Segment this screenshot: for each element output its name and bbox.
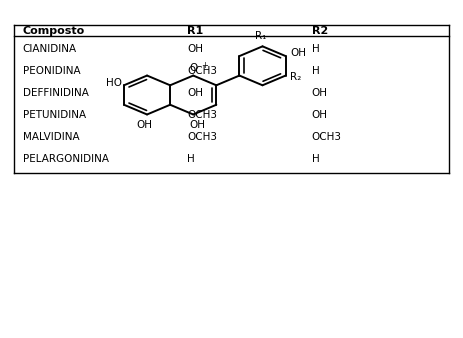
Text: R₂: R₂ bbox=[290, 72, 301, 82]
Text: OCH3: OCH3 bbox=[187, 66, 217, 76]
Text: H: H bbox=[312, 66, 319, 76]
Text: H: H bbox=[187, 154, 195, 164]
Text: CIANIDINA: CIANIDINA bbox=[23, 44, 77, 54]
Text: Composto: Composto bbox=[23, 26, 85, 36]
Text: HO: HO bbox=[106, 78, 122, 88]
Text: OCH3: OCH3 bbox=[187, 110, 217, 120]
Text: H: H bbox=[312, 44, 319, 54]
Text: PELARGONIDINA: PELARGONIDINA bbox=[23, 154, 109, 164]
Text: OH: OH bbox=[190, 120, 206, 130]
Text: R2: R2 bbox=[312, 26, 328, 36]
Text: OH: OH bbox=[137, 120, 153, 130]
Text: OH: OH bbox=[187, 44, 203, 54]
Text: O: O bbox=[189, 63, 197, 73]
Text: PEONIDINA: PEONIDINA bbox=[23, 66, 80, 76]
Text: +: + bbox=[201, 61, 208, 70]
Text: OCH3: OCH3 bbox=[312, 132, 342, 142]
Text: OH: OH bbox=[312, 88, 327, 98]
Text: OCH3: OCH3 bbox=[187, 132, 217, 142]
Text: R1: R1 bbox=[187, 26, 203, 36]
Text: H: H bbox=[312, 154, 319, 164]
Text: PETUNIDINA: PETUNIDINA bbox=[23, 110, 86, 120]
Text: OH: OH bbox=[290, 48, 306, 58]
Text: OH: OH bbox=[187, 88, 203, 98]
Text: DEFFINIDINA: DEFFINIDINA bbox=[23, 88, 88, 98]
Text: MALVIDINA: MALVIDINA bbox=[23, 132, 79, 142]
Text: R₁: R₁ bbox=[255, 31, 266, 42]
Text: OH: OH bbox=[312, 110, 327, 120]
